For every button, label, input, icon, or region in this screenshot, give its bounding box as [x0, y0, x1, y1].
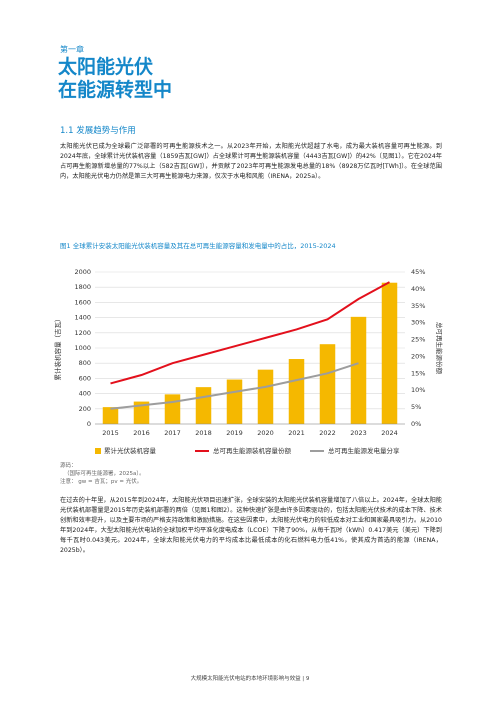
y-tick-label: 1400 — [74, 314, 91, 322]
y2-tick-label: 25% — [411, 336, 425, 344]
bar — [164, 394, 181, 424]
legend-label: 总可再生能源发电量分享 — [328, 446, 400, 455]
footer: 大规模太阳能光伏电站的本地环境影响与效益 | 9 — [190, 676, 310, 682]
y-tick-label: 1800 — [74, 283, 91, 291]
figure-caption: 图1 全球累计安装太阳能光伏装机容量及其在总可再生能源容量和发电量中的占比，20… — [60, 242, 336, 250]
paragraph: 在过去的十年里，从2015年到2024年，太阳能光伏项目迅速扩张，全球安装的太阳… — [60, 497, 442, 554]
legend-swatch — [95, 448, 101, 454]
note-label: 注意： — [60, 479, 77, 485]
title: 太阳能光伏 在能源转型中 — [58, 56, 172, 102]
x-tick-label: 2021 — [288, 429, 305, 437]
y2-tick-label: 45% — [411, 268, 425, 276]
y-tick-label: 1600 — [74, 298, 91, 306]
y-tick-label: 200 — [79, 405, 91, 413]
y2-tick-label: 35% — [411, 302, 425, 310]
bar — [195, 387, 212, 424]
section-heading: 1.1 发展趋势与作用 — [60, 126, 136, 136]
y2-tick-label: 0% — [411, 420, 421, 428]
chapter: 第一章 — [60, 45, 84, 54]
bar — [257, 369, 274, 424]
source: 源码： （国际可再生能源署，2025a）。 注意： gw = 吉瓦；pv = 光伏。 — [60, 462, 145, 486]
y-tick-label: 1200 — [74, 329, 91, 337]
title-line: 在能源转型中 — [58, 79, 173, 101]
source-label: 源码： — [60, 463, 77, 469]
legend-label: 累计光伏装机容量 — [104, 446, 157, 455]
x-tick-label: 2023 — [350, 429, 367, 437]
x-tick-label: 2024 — [381, 429, 398, 437]
bar — [350, 316, 367, 424]
y-axis-label: 累计装机容量（吉瓦） — [53, 316, 62, 381]
bar — [226, 379, 243, 424]
bar — [319, 344, 336, 424]
y2-tick-label: 5% — [411, 403, 421, 411]
title-line: 太阳能光伏 — [58, 56, 154, 78]
y2-tick-label: 15% — [411, 369, 425, 377]
x-tick-label: 2018 — [195, 429, 212, 437]
bar — [102, 407, 119, 424]
y-tick-label: 0 — [87, 420, 91, 428]
y2-tick-label: 10% — [411, 386, 425, 394]
y2-tick-label: 30% — [411, 319, 425, 327]
note-text: gw = 吉瓦；pv = 光伏。 — [78, 479, 143, 485]
y-tick-label: 600 — [79, 374, 91, 382]
x-tick-label: 2022 — [319, 429, 336, 437]
bar — [381, 282, 398, 424]
paragraph: 太阳能光伏已成为全球最广泛部署的可再生能源技术之一。从2023年开始，太阳能光伏… — [60, 143, 442, 180]
y-tick-label: 400 — [79, 390, 91, 398]
y-tick-label: 1000 — [74, 344, 91, 352]
x-tick-label: 2016 — [133, 429, 150, 437]
line — [110, 281, 390, 385]
x-tick-label: 2017 — [164, 429, 181, 437]
source-text: （国际可再生能源署，2025a）。 — [64, 471, 145, 477]
bar — [288, 359, 305, 424]
x-tick-label: 2015 — [102, 429, 119, 437]
chart: 0 200 400 600 800 1000 1200 1400 1600 1800 2000 0% 5… — [53, 268, 444, 455]
y-tick-label: 2000 — [74, 268, 91, 276]
x-tick-label: 2020 — [257, 429, 274, 437]
y2-tick-label: 20% — [411, 352, 425, 360]
x-tick-label: 2019 — [226, 429, 243, 437]
line — [110, 362, 359, 410]
bar — [133, 401, 150, 424]
note: 注意： gw = 吉瓦；pv = 光伏。 — [60, 478, 145, 486]
y2-axis-label: 总可再生能源份额 — [435, 322, 444, 375]
y2-tick-label: 40% — [411, 285, 425, 293]
legend-label: 总可再生能源装机容量份额 — [213, 446, 292, 455]
y-tick-label: 800 — [79, 359, 91, 367]
